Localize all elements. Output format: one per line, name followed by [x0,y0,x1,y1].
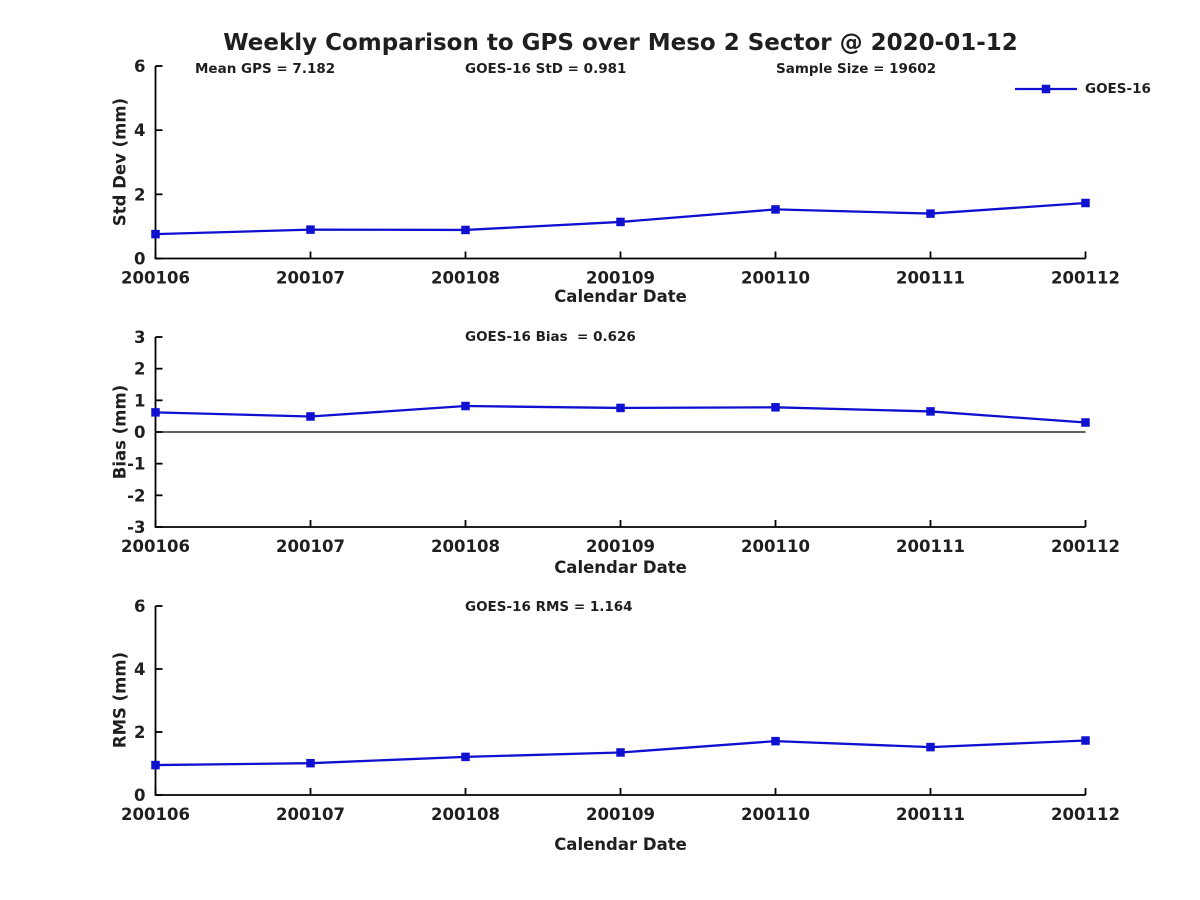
y-tick-label: 0 [134,250,145,269]
y-tick-label: 3 [134,328,145,347]
x-tick-label: 200106 [121,805,190,824]
x-tick-label: 200108 [431,537,500,556]
x-tick-label: 200112 [1051,805,1120,824]
x-axis-label-top: Calendar Date [554,287,687,306]
x-tick-label: 200109 [586,805,655,824]
x-tick-label: 200111 [896,805,965,824]
data-point-marker [151,408,160,417]
data-point-marker [926,742,935,752]
data-point-marker [306,225,315,234]
data-point-marker [461,401,470,411]
y-tick-label: 0 [134,786,145,805]
y-tick-label: 4 [134,121,145,140]
stat-sample-size: Sample Size = 19602 [776,61,937,77]
data-point-marker [1081,736,1090,745]
x-tick-label: 200108 [431,269,500,288]
data-point-marker [771,205,780,214]
y-tick-label: 6 [134,57,145,76]
figure-title: Weekly Comparison to GPS over Meso 2 Sec… [223,30,1018,56]
data-point-marker [1081,418,1090,427]
x-tick-label: 200107 [276,805,345,824]
data-point-marker [926,209,935,218]
data-point-marker [461,225,470,235]
legend-marker-swatch [1041,84,1051,94]
data-point-marker [461,752,470,762]
x-axis-label-bottom: Calendar Date [554,835,687,854]
x-tick-label: 200107 [276,269,345,288]
data-point-marker [616,217,625,227]
data-point-marker [151,760,160,770]
legend-label-goes16: GOES-16 [1085,81,1151,97]
data-point-marker [926,407,935,416]
stat-mean-gps: Mean GPS = 7.182 [195,61,336,77]
y-tick-label: 0 [134,423,145,442]
y-tick-label: 2 [134,185,145,204]
data-point-marker [151,229,160,239]
data-point-marker [306,412,315,421]
x-tick-label: 200109 [586,269,655,288]
y-tick-label: 4 [134,660,145,679]
y-tick-label: 1 [134,391,145,410]
y-tick-label: 6 [134,597,145,616]
y-tick-label: -1 [127,455,145,474]
data-point-marker [616,748,625,757]
stat-goes16-bias: GOES-16 Bias = 0.626 [465,329,636,345]
x-tick-label: 200111 [896,269,965,288]
data-point-marker [771,403,780,412]
data-point-marker [306,758,315,768]
x-tick-label: 200106 [121,269,190,288]
axis-spines [154,606,1086,796]
data-point-marker [616,403,625,413]
data-point-marker [771,736,780,746]
data-point-marker [1081,198,1090,208]
x-tick-label: 200108 [431,805,500,824]
x-tick-label: 200110 [741,269,810,288]
y-tick-label: 2 [134,723,145,742]
y-tick-label: -2 [127,486,145,505]
x-tick-label: 200110 [741,805,810,824]
stat-goes16-std: GOES-16 StD = 0.981 [465,61,627,77]
x-tick-label: 200112 [1051,537,1120,556]
x-tick-label: 200111 [896,537,965,556]
x-tick-label: 200110 [741,537,810,556]
x-tick-label: 200106 [121,537,190,556]
stat-goes16-rms: GOES-16 RMS = 1.164 [465,599,633,615]
x-axis-label-middle: Calendar Date [554,558,687,577]
y-tick-label: 2 [134,360,145,379]
y-tick-label: -3 [127,518,145,537]
x-tick-label: 200109 [586,537,655,556]
x-tick-label: 200107 [276,537,345,556]
x-tick-label: 200112 [1051,269,1120,288]
